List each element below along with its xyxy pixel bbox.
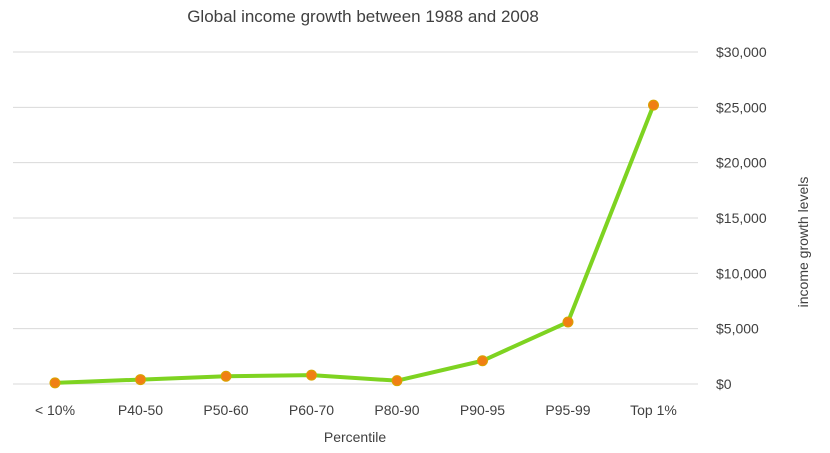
y-tick-label: $5,000 xyxy=(716,321,759,337)
y-tick-label: $30,000 xyxy=(716,44,767,60)
x-tick-label: P40-50 xyxy=(118,402,163,418)
series-line xyxy=(53,103,656,385)
gridlines xyxy=(13,51,698,385)
x-tick-label: P90-95 xyxy=(460,402,505,418)
data-point xyxy=(135,374,146,386)
data-point xyxy=(648,99,659,111)
data-points xyxy=(49,99,659,389)
series-line-group xyxy=(53,103,656,385)
y-axis-ticks: $0 $5,000 $10,000 $15,000 $20,000 $25,000 $30,… xyxy=(716,44,767,392)
y-tick-label: $20,000 xyxy=(716,155,767,171)
x-tick-label: P80-90 xyxy=(374,402,419,418)
y-tick-label: $0 xyxy=(716,376,732,392)
data-point xyxy=(220,370,232,382)
data-point xyxy=(562,316,574,328)
data-point xyxy=(391,375,403,387)
x-tick-label: < 10% xyxy=(35,402,75,418)
x-axis-label: Percentile xyxy=(324,429,386,445)
y-tick-label: $10,000 xyxy=(716,265,767,281)
x-tick-label: Top 1% xyxy=(630,402,677,418)
data-point xyxy=(306,369,317,381)
x-tick-label: P60-70 xyxy=(289,402,334,418)
data-point xyxy=(49,377,61,389)
chart-title: Global income growth between 1988 and 20… xyxy=(187,7,539,26)
data-point xyxy=(477,355,488,367)
y-tick-label: $15,000 xyxy=(716,210,767,226)
y-axis-label: income growth levels xyxy=(795,177,811,308)
x-axis-ticks: < 10% P40-50 P50-60 P60-70 P80-90 P90-95 P95-9… xyxy=(35,402,677,418)
x-tick-label: P95-99 xyxy=(545,402,590,418)
x-tick-label: P50-60 xyxy=(203,402,248,418)
y-tick-label: $25,000 xyxy=(716,99,767,115)
